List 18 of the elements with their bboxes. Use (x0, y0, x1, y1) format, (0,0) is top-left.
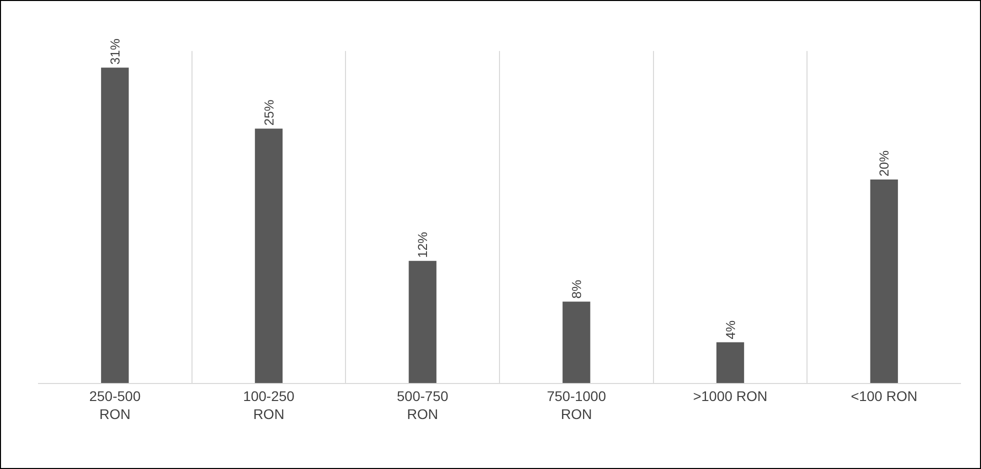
data-label: 12% (415, 231, 430, 258)
data-label: 20% (876, 150, 892, 177)
data-label: 25% (261, 99, 276, 126)
x-tick-label: 500-750 RON (396, 388, 448, 422)
x-tick-label: 100-250 RON (243, 388, 295, 422)
x-tick-label: <100 RON (850, 388, 918, 404)
bar (562, 302, 590, 383)
x-tick-label: 750-1000 RON (546, 388, 606, 422)
data-label: 4% (722, 320, 738, 340)
data-label: 8% (568, 279, 584, 299)
data-label: 31% (107, 38, 122, 65)
bar (870, 180, 898, 383)
x-tick-label: 250-500 RON (89, 388, 141, 422)
x-tick-label: >1000 RON (693, 388, 768, 404)
bar (254, 128, 283, 383)
bar (716, 342, 744, 383)
bar (101, 68, 129, 383)
bar (408, 260, 436, 383)
